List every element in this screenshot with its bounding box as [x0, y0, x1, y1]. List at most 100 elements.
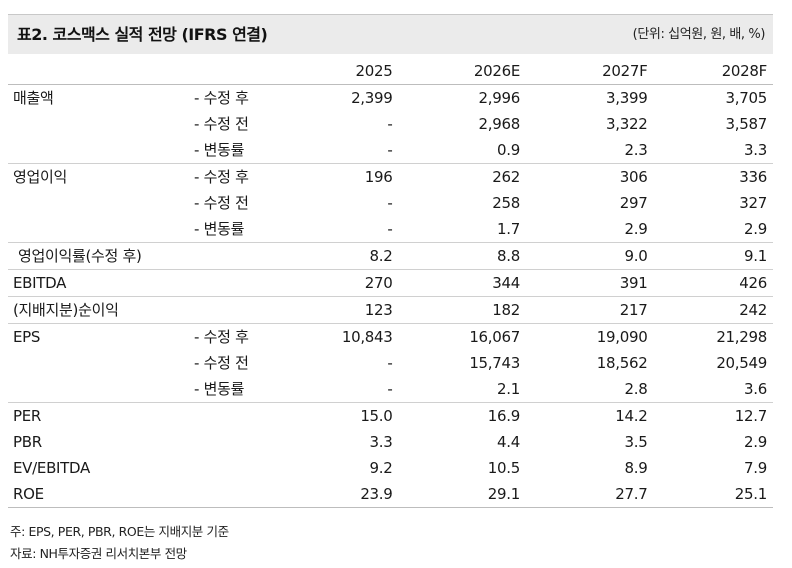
value-cell: 8.9: [624, 459, 648, 477]
value-cell: 2.1: [392, 376, 520, 403]
row-label: 영업이익: [13, 168, 68, 186]
value-cell: 2,399: [351, 89, 393, 107]
row-label: [8, 137, 183, 164]
value-cell: 196: [364, 168, 393, 186]
value-cell: -: [283, 376, 393, 403]
value-cell: 297: [619, 194, 648, 212]
value-cell: 242: [647, 296, 773, 324]
row-label: ROE: [8, 481, 183, 508]
row-label: [8, 111, 182, 137]
value-cell: 2.8: [520, 376, 648, 403]
value-cell: 217: [520, 296, 648, 324]
value-cell: 16,067: [469, 328, 520, 346]
value-cell: 7.9: [744, 459, 767, 477]
table-title: 표2. 코스맥스 실적 전망 (IFRS 연결): [17, 25, 268, 44]
header-blank: [182, 58, 284, 85]
row-sublabel: - 변동률: [182, 137, 284, 164]
footnote-basis: 주: EPS, PER, PBR, ROE는 지배지분 기준: [10, 524, 229, 539]
value-cell: 1.7: [392, 216, 520, 243]
table-row: PER 15.0 16.9 14.2 12.7: [8, 403, 773, 430]
value-cell: 2,996: [478, 89, 521, 107]
value-cell: 327: [739, 194, 767, 212]
value-cell: 2.9: [647, 216, 773, 243]
header-col-2025: 2025: [283, 58, 393, 85]
row-label: EBITDA: [8, 269, 183, 297]
value-cell: 2.9: [520, 216, 648, 243]
value-cell: 9.0: [520, 242, 648, 270]
table-row: EPS - 수정 후 10,843 16,067 19,090 21,298: [8, 324, 773, 351]
value-cell: 10.5: [487, 459, 521, 477]
row-sublabel: [182, 296, 284, 324]
forecast-table: 2025 2026E 2027F 2028F 매출액 - 수정 후 2,399 2,9…: [8, 58, 773, 508]
value-cell: 9.2: [369, 459, 393, 477]
value-cell: 14.2: [615, 407, 648, 425]
value-cell: 4.4: [497, 433, 520, 451]
row-label: 매출액: [13, 89, 54, 107]
row-sublabel: [182, 269, 284, 297]
value-cell: 23.9: [283, 481, 393, 508]
value-cell: 0.9: [392, 137, 520, 164]
value-cell: 336: [739, 168, 767, 186]
row-label: [8, 350, 182, 376]
table-row: EV/EBITDA 9.2 10.5 8.9 7.9: [8, 455, 773, 481]
value-cell: 123: [283, 296, 393, 324]
header-col-2026e: 2026E: [392, 58, 520, 85]
table-row: - 수정 전 - 15,743 18,562 20,549: [8, 350, 773, 376]
value-cell: 8.8: [392, 242, 520, 270]
value-cell: 182: [392, 296, 520, 324]
value-cell: 3,399: [606, 89, 648, 107]
value-cell: 306: [619, 168, 648, 186]
row-label: [8, 190, 182, 216]
value-cell: 27.7: [520, 481, 648, 508]
table-header-row: 2025 2026E 2027F 2028F: [8, 58, 773, 85]
table-body: 매출액 - 수정 후 2,399 2,996 3,399 3,705 - 수정 전 - 2,96…: [8, 85, 773, 508]
title-bar: 표2. 코스맥스 실적 전망 (IFRS 연결) (단위: 십억원, 원, 배,…: [8, 14, 773, 54]
value-cell: 2.3: [520, 137, 648, 164]
value-cell: 21,298: [716, 328, 767, 346]
table-row: - 변동률 -0.9 2.3 3.3: [8, 137, 773, 164]
value-cell: 8.2: [283, 242, 393, 270]
row-sublabel: - 수정 후: [194, 168, 249, 186]
table-row: - 수정 전 - 2,968 3,322 3,587: [8, 111, 773, 137]
value-cell: 29.1: [392, 481, 520, 508]
value-cell: 270: [283, 269, 393, 297]
row-sublabel: [182, 455, 283, 481]
header-blank: [8, 58, 183, 85]
row-label: EV/EBITDA: [13, 459, 90, 477]
header-col-2027f: 2027F: [520, 58, 648, 85]
value-cell: 3.3: [647, 137, 773, 164]
row-label: [8, 376, 183, 403]
row-sublabel: - 수정 전: [194, 194, 249, 212]
value-cell: 3,587: [725, 115, 768, 133]
row-sublabel: [182, 481, 284, 508]
value-cell: 258: [492, 194, 520, 212]
value-cell: 3.6: [647, 376, 773, 403]
value-cell: 16.9: [487, 407, 521, 425]
table-row: PBR 3.3 4.4 3.5 2.9: [8, 429, 773, 455]
value-cell: 262: [492, 168, 520, 186]
row-sublabel: - 수정 후: [194, 328, 249, 346]
value-cell: 344: [392, 269, 520, 297]
value-cell: 25.1: [647, 481, 773, 508]
value-cell: -: [387, 194, 393, 212]
value-cell: -: [283, 137, 393, 164]
header-col-2028f: 2028F: [647, 58, 773, 85]
table-row: (지배지분)순이익 123 182 217 242: [8, 296, 773, 324]
table-row: - 변동률 -2.1 2.8 3.6: [8, 376, 773, 403]
value-cell: 9.1: [647, 242, 773, 270]
value-cell: 19,090: [596, 328, 648, 346]
value-cell: 3.3: [369, 433, 393, 451]
value-cell: -: [283, 216, 393, 243]
row-sublabel: - 수정 후: [194, 89, 249, 107]
table-row: 매출액 - 수정 후 2,399 2,996 3,399 3,705: [8, 85, 773, 112]
table-row: EBITDA 270 344 391 426: [8, 269, 773, 297]
value-cell: 12.7: [734, 407, 768, 425]
row-sublabel: - 수정 전: [194, 354, 249, 372]
row-label: (지배지분)순이익: [8, 296, 183, 324]
value-cell: 3.5: [624, 433, 648, 451]
table-row: 영업이익률(수정 후) 8.2 8.8 9.0 9.1: [8, 242, 773, 270]
value-cell: 15.0: [360, 407, 393, 425]
value-cell: 3,705: [725, 89, 768, 107]
row-label: PBR: [13, 433, 42, 451]
